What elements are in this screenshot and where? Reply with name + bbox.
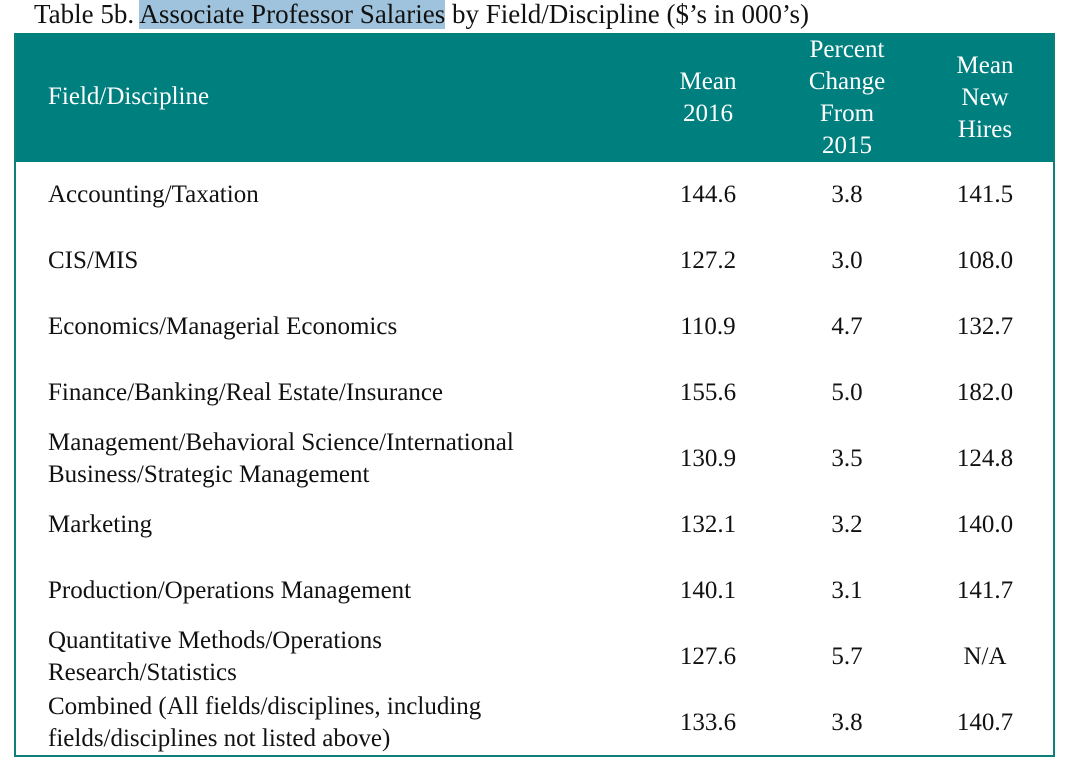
field-cell: Management/Behavioral Science/Internatio… <box>48 427 608 491</box>
table-row: Management/Behavioral Science/Internatio… <box>16 426 1053 492</box>
caption-prefix: Table 5b. <box>34 0 140 29</box>
field-line: Marketing <box>48 511 153 538</box>
table-row: Production/Operations Management 140.1 3.1… <box>16 558 1053 624</box>
field-line: Quantitative Methods/Operations <box>48 627 382 654</box>
percent-change-cell: 3.8 <box>831 181 863 208</box>
caption-suffix: by Field/Discipline ($’s in 000’s) <box>445 0 810 29</box>
salary-table: Field/Discipline Mean 2016 Percent Chang… <box>14 33 1055 757</box>
table-header: Field/Discipline Mean 2016 Percent Chang… <box>16 33 1053 162</box>
mean-new-hires-cell: 141.5 <box>956 181 1014 208</box>
header-line: From <box>819 100 875 127</box>
mean-2016-cell: 127.6 <box>679 643 737 670</box>
field-cell: Marketing <box>48 509 608 541</box>
table-row: Economics/Managerial Economics 110.9 4.7 13… <box>16 294 1053 360</box>
field-line: Production/Operations Management <box>48 577 412 604</box>
mean-2016-cell: 127.2 <box>679 247 737 274</box>
mean-new-hires-cell: 140.7 <box>956 709 1014 736</box>
mean-2016-cell: 144.6 <box>679 181 737 208</box>
table-row: Quantitative Methods/Operations Research/… <box>16 624 1053 690</box>
field-line: Finance/Banking/Real Estate/Insurance <box>48 379 444 406</box>
percent-change-cell: 4.7 <box>831 313 863 340</box>
percent-change-cell: 3.5 <box>831 445 863 472</box>
header-line: Mean <box>956 52 1014 79</box>
percent-change-cell: 5.0 <box>831 379 863 406</box>
field-cell: Accounting/Taxation <box>48 179 608 211</box>
field-line: Business/Strategic Management <box>48 461 370 488</box>
header-line: Mean <box>679 68 737 95</box>
table-row: Accounting/Taxation 144.6 3.8 141.5 <box>16 162 1053 228</box>
field-cell: Quantitative Methods/Operations Research/… <box>48 625 608 689</box>
mean-new-hires-cell: 141.7 <box>956 577 1014 604</box>
field-cell: Production/Operations Management <box>48 575 608 607</box>
percent-change-cell: 3.2 <box>831 511 863 538</box>
mean-2016-cell: 130.9 <box>679 445 737 472</box>
header-mean-new-hires: Mean New Hires <box>935 50 1035 146</box>
header-line: Percent <box>809 36 885 63</box>
mean-2016-cell: 132.1 <box>679 511 737 538</box>
field-cell: Finance/Banking/Real Estate/Insurance <box>48 377 608 409</box>
field-line: Economics/Managerial Economics <box>48 313 398 340</box>
header-line: Change <box>808 68 886 95</box>
caption-highlighted-text[interactable]: Associate Professor Salaries <box>139 0 446 29</box>
field-line: Accounting/Taxation <box>48 181 259 208</box>
header-line: 2016 <box>683 100 733 127</box>
header-percent-change: Percent Change From 2015 <box>797 34 897 162</box>
header-line: 2015 <box>822 132 872 159</box>
mean-2016-cell: 110.9 <box>680 313 736 340</box>
header-line: New <box>961 84 1009 111</box>
mean-new-hires-cell: 182.0 <box>956 379 1014 406</box>
header-field-discipline: Field/Discipline <box>48 83 210 110</box>
table-row: Finance/Banking/Real Estate/Insurance 155… <box>16 360 1053 426</box>
field-line: Research/Statistics <box>48 659 237 686</box>
percent-change-cell: 3.0 <box>831 247 863 274</box>
field-line: Combined (All fields/disciplines, includ… <box>48 693 482 720</box>
field-cell: Combined (All fields/disciplines, includ… <box>48 691 608 755</box>
field-line: fields/disciplines not listed above) <box>48 725 391 752</box>
mean-2016-cell: 133.6 <box>679 709 737 736</box>
mean-new-hires-cell: 124.8 <box>956 445 1014 472</box>
field-line: Management/Behavioral Science/Internatio… <box>48 429 514 456</box>
mean-2016-cell: 155.6 <box>679 379 737 406</box>
percent-change-cell: 5.7 <box>831 643 863 670</box>
mean-new-hires-cell: 108.0 <box>956 247 1014 274</box>
percent-change-cell: 3.8 <box>831 709 863 736</box>
mean-new-hires-cell: N/A <box>963 643 1007 670</box>
field-cell: Economics/Managerial Economics <box>48 311 608 343</box>
mean-new-hires-cell: 132.7 <box>956 313 1014 340</box>
header-line: Hires <box>957 116 1013 143</box>
field-line: CIS/MIS <box>48 247 139 274</box>
table-caption: Table 5b. Associate Professor Salaries b… <box>34 0 809 30</box>
header-mean-2016: Mean 2016 <box>658 66 758 130</box>
mean-2016-cell: 140.1 <box>679 577 737 604</box>
table-row: Marketing 132.1 3.2 140.0 <box>16 492 1053 558</box>
table-row: CIS/MIS 127.2 3.0 108.0 <box>16 228 1053 294</box>
field-cell: CIS/MIS <box>48 245 608 277</box>
table-row: Combined (All fields/disciplines, includ… <box>16 690 1053 756</box>
mean-new-hires-cell: 140.0 <box>956 511 1014 538</box>
percent-change-cell: 3.1 <box>831 577 863 604</box>
